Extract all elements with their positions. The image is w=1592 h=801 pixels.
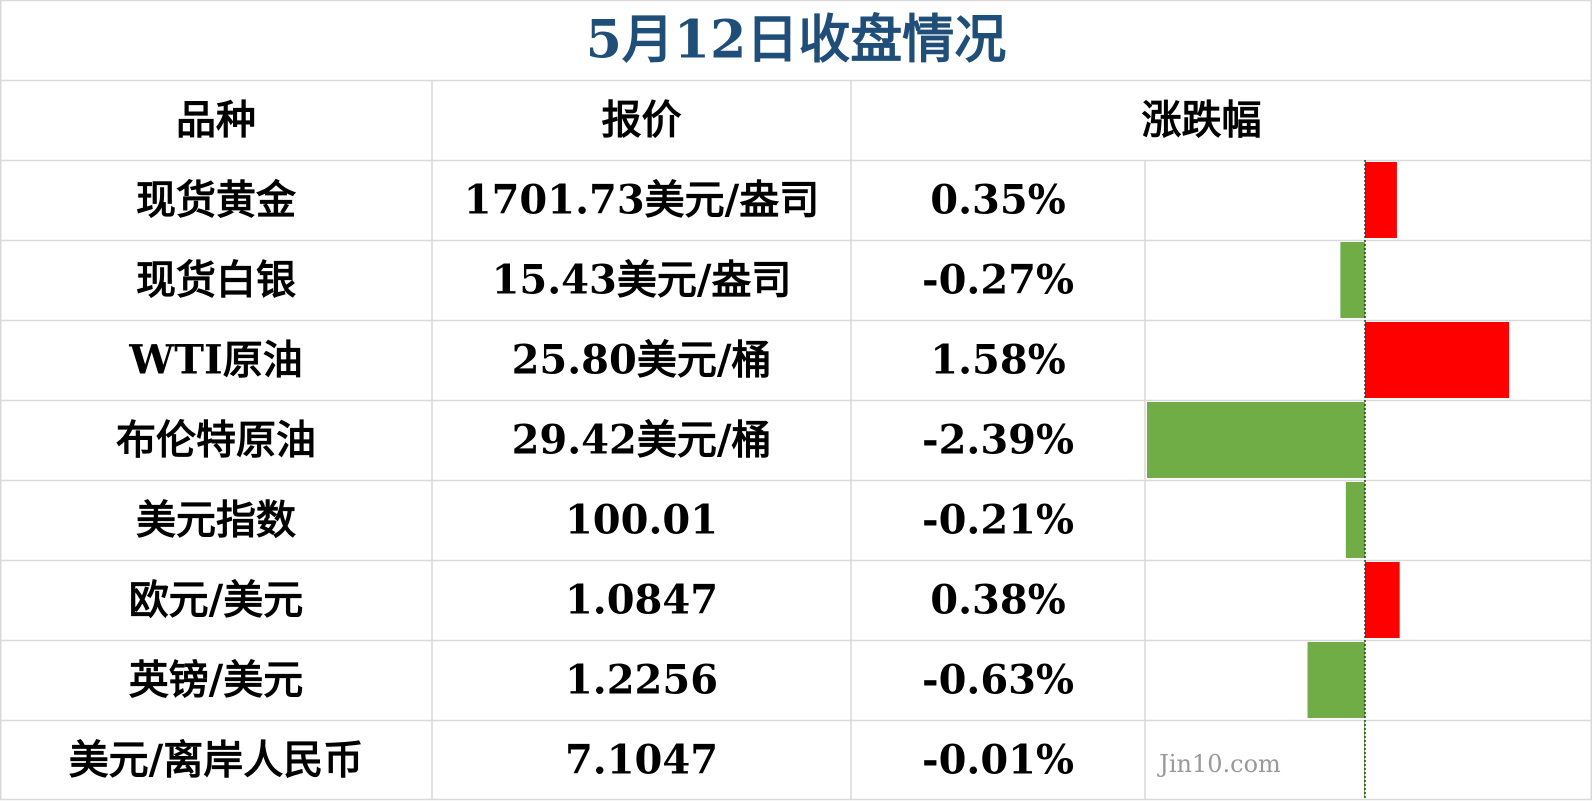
variety: 欧元/美元 <box>129 577 304 624</box>
column-header: 涨跌幅 <box>1142 97 1262 144</box>
change: 0.38% <box>930 577 1065 624</box>
change: -0.01% <box>922 737 1074 784</box>
watermark: Jin10.com <box>1156 750 1281 778</box>
variety: 美元/离岸人民币 <box>69 737 364 784</box>
variety: WTI原油 <box>128 337 302 384</box>
variety: 英镑/美元 <box>129 657 304 704</box>
variety: 美元指数 <box>136 497 296 544</box>
change-bar <box>1365 322 1510 398</box>
change-bar <box>1345 482 1365 558</box>
column-header: 品种 <box>176 97 256 144</box>
change-bar <box>1365 562 1400 638</box>
variety: 布伦特原油 <box>116 417 316 464</box>
change-bar <box>1147 402 1365 478</box>
change: -0.21% <box>922 497 1074 544</box>
variety: 现货白银 <box>136 257 296 304</box>
change-bar <box>1307 642 1365 718</box>
change: -2.39% <box>922 417 1074 464</box>
change: 1.58% <box>930 337 1065 384</box>
change-bar <box>1340 242 1365 318</box>
price: 100.01 <box>565 497 718 544</box>
price: 29.42美元/桶 <box>512 417 772 464</box>
price: 1.0847 <box>565 577 718 624</box>
variety: 现货黄金 <box>136 177 297 224</box>
price: 7.1047 <box>565 737 718 784</box>
price: 1701.73美元/盎司 <box>464 177 820 224</box>
price: 1.2256 <box>565 657 718 704</box>
change: 0.35% <box>930 177 1065 224</box>
column-header: 报价 <box>602 97 682 144</box>
title: 5月12日收盘情况 <box>586 10 1007 71</box>
price: 25.80美元/桶 <box>512 337 772 384</box>
change: -0.27% <box>922 257 1074 304</box>
change: -0.63% <box>922 657 1074 704</box>
change-bar <box>1365 162 1397 238</box>
price: 15.43美元/盎司 <box>492 257 792 304</box>
